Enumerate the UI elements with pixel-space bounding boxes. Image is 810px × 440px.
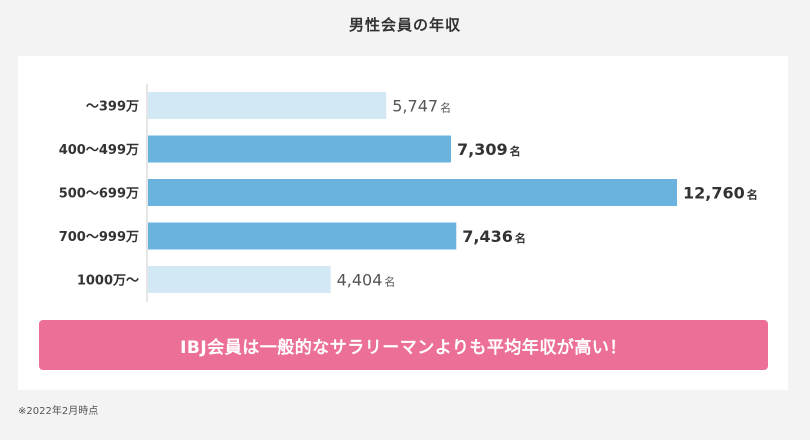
value-label: 4,404 名 (337, 271, 396, 290)
category-label: 500～699万 (59, 187, 139, 202)
chart-title: 男性会員の年収 (348, 16, 461, 34)
footnote: ※2022年2月時点 (18, 406, 99, 417)
category-label: 400～499万 (59, 143, 139, 158)
highlight-banner: IBJ会員は一般的なサラリーマンよりも平均年収が高い！ (39, 320, 768, 370)
category-label: 700～999万 (59, 230, 139, 245)
category-label: ～399万 (86, 100, 139, 115)
value-label: 7,309 名 (457, 140, 521, 159)
bar (148, 222, 457, 250)
value-label: 7,436 名 (462, 227, 526, 246)
bar (148, 135, 452, 163)
bar (148, 266, 331, 293)
category-label: 1000万～ (77, 274, 139, 289)
value-label: 5,747 名 (392, 97, 451, 116)
value-label: 12,760 名 (683, 184, 758, 203)
bar (148, 92, 387, 119)
bar (148, 179, 677, 206)
